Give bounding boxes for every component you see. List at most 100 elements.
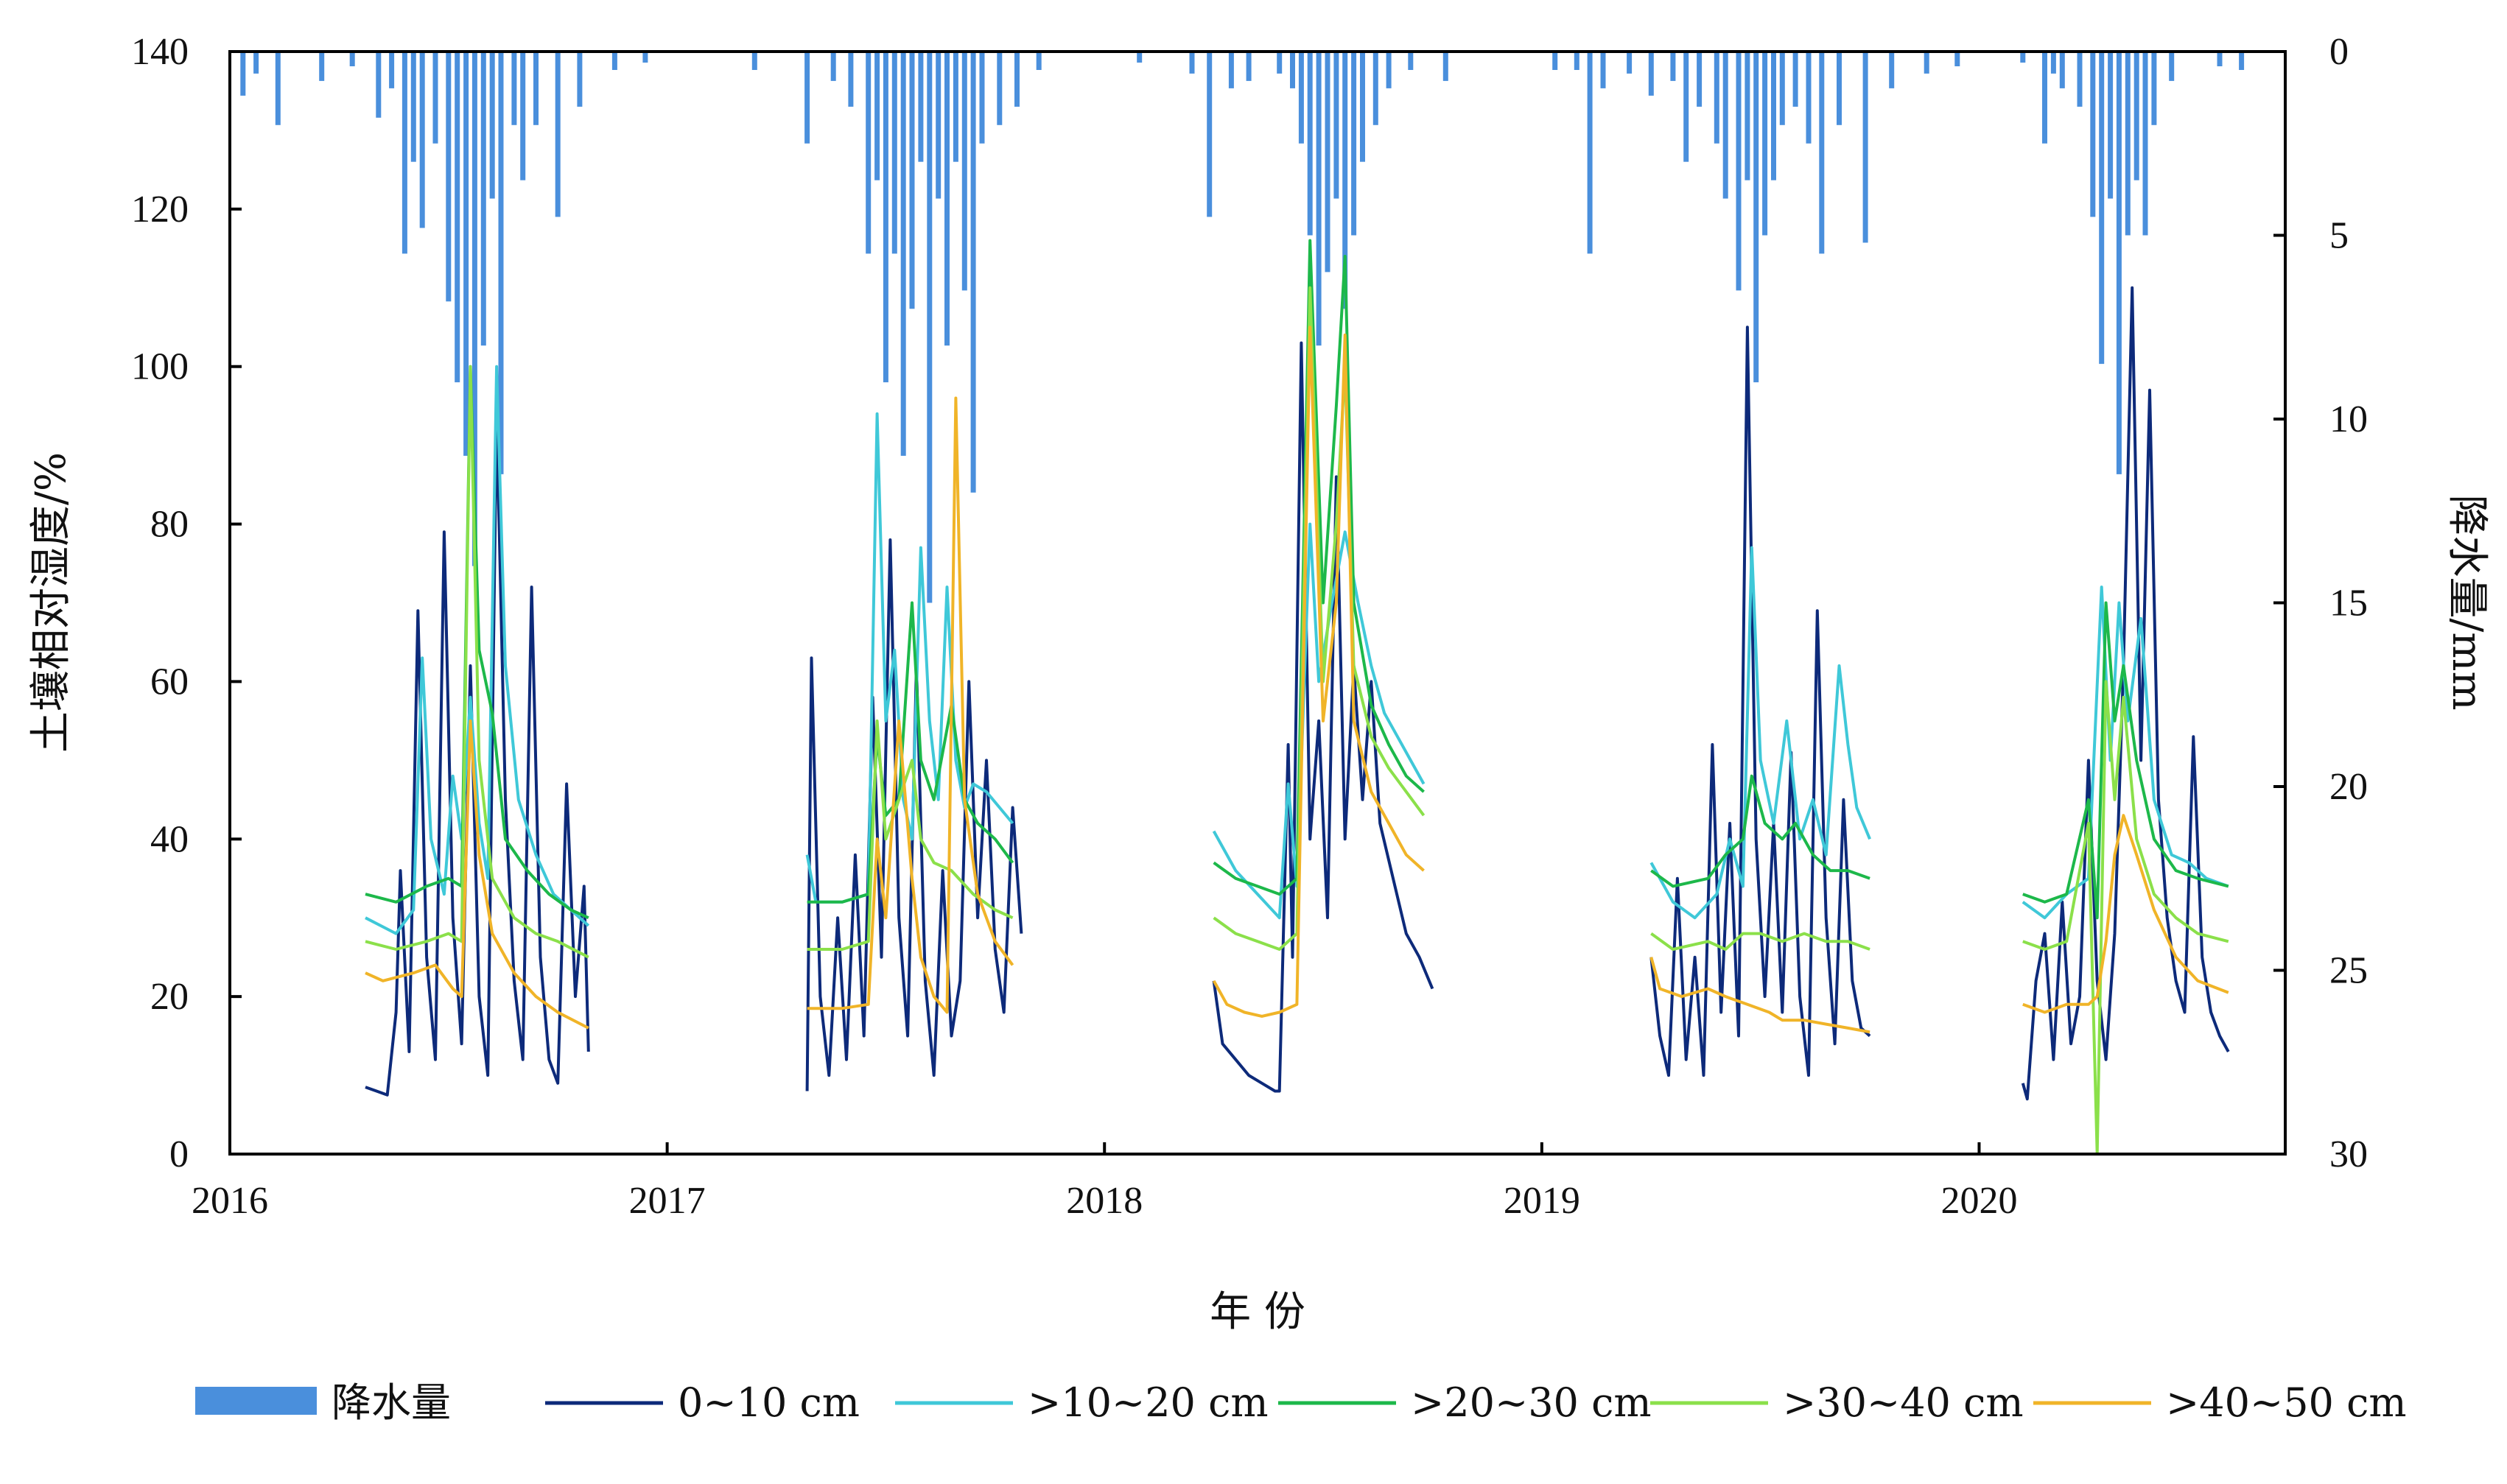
precip-bar: [1862, 52, 1868, 243]
precip-bar: [997, 52, 1003, 125]
precip-bar: [1325, 52, 1330, 272]
series-line-s30_40: [1650, 932, 1870, 951]
legend-label-s40_50: >40~50 cm: [2166, 1379, 2407, 1426]
y-right-tick-label: 10: [2329, 398, 2368, 440]
legend-label-s30_40: >30~40 cm: [1783, 1379, 2024, 1426]
precip-bar: [1792, 52, 1798, 107]
precip-bar: [555, 52, 561, 217]
precip-bar: [1342, 52, 1348, 309]
precip-bar: [1670, 52, 1676, 81]
legend-label-s20_30: >20~30 cm: [1411, 1379, 1652, 1426]
precip-bar: [240, 52, 246, 96]
precip-bar: [1246, 52, 1252, 81]
precip-bar: [1697, 52, 1703, 107]
precip-bar: [891, 52, 897, 254]
series-line-s0_10: [1649, 326, 1871, 1077]
precip-bar: [1442, 52, 1448, 81]
precip-bar: [1779, 52, 1785, 125]
precip-bar: [471, 52, 477, 566]
precip-bar: [2050, 52, 2056, 74]
precipitation-bars: [240, 52, 2245, 603]
precip-bar: [944, 52, 950, 346]
precip-bar: [480, 52, 486, 346]
precip-bar: [2108, 52, 2114, 199]
precip-bar: [1648, 52, 1654, 96]
legend-label-s10_20: >10~20 cm: [1028, 1379, 1269, 1426]
precip-bar: [1014, 52, 1020, 107]
precip-bar: [953, 52, 958, 162]
precip-bar: [1307, 52, 1313, 236]
y-axis-left-title: 土壤相对湿度/%: [27, 452, 75, 753]
precip-bar: [2042, 52, 2047, 144]
series-line-s40_50: [1649, 957, 1870, 1034]
precip-bar: [2217, 52, 2223, 66]
precip-bar: [2239, 52, 2245, 70]
precip-bar: [446, 52, 452, 302]
precip-bar: [1360, 52, 1365, 162]
precip-bar: [1351, 52, 1357, 236]
precip-bar: [455, 52, 460, 383]
precip-bar: [2169, 52, 2175, 81]
x-tick-label: 2016: [192, 1180, 268, 1222]
precip-bar: [2020, 52, 2026, 63]
series-line-s20_30: [365, 365, 589, 920]
precip-bar: [432, 52, 438, 144]
precip-bar: [2090, 52, 2096, 217]
precip-bar: [533, 52, 539, 125]
series-line-s10_20: [1649, 546, 1871, 920]
precip-bar: [2099, 52, 2105, 365]
series-line-s20_30: [2022, 601, 2229, 920]
y-right-tick-label: 15: [2329, 583, 2368, 625]
precip-bar: [1837, 52, 1842, 125]
precip-bar: [1753, 52, 1759, 383]
precip-bar: [1333, 52, 1339, 199]
precip-bar: [402, 52, 407, 254]
y-left-tick-label: 120: [131, 189, 189, 231]
y-right-tick-label: 0: [2329, 31, 2349, 73]
precip-bar: [319, 52, 325, 81]
precip-bar: [1924, 52, 1929, 74]
legend-swatch-precip: [195, 1387, 317, 1415]
y-left-tick-label: 60: [150, 661, 189, 703]
precip-bar: [927, 52, 933, 603]
precip-bar: [1372, 52, 1378, 125]
y-left-tick-label: 20: [150, 976, 189, 1018]
y-left-tick-label: 100: [131, 346, 189, 388]
y-left-tick-label: 80: [150, 504, 189, 546]
precip-bar: [611, 52, 617, 70]
precip-bar: [1207, 52, 1213, 217]
series-line-s40_50: [365, 719, 589, 1030]
precip-bar: [520, 52, 526, 180]
series-line-s30_40: [2022, 680, 2229, 1156]
x-tick-label: 2019: [1504, 1180, 1580, 1222]
precip-bar: [389, 52, 395, 88]
precip-bar: [498, 52, 504, 474]
precip-bar: [1714, 52, 1719, 144]
series-line-s10_20: [2022, 585, 2229, 920]
precip-bar: [349, 52, 355, 66]
precip-bar: [376, 52, 382, 118]
series-line-s30_40: [1213, 286, 1426, 951]
y-right-tick-label: 25: [2329, 950, 2368, 992]
precip-bar: [830, 52, 836, 81]
precip-bar: [1386, 52, 1392, 88]
x-tick-label: 2018: [1066, 1180, 1143, 1222]
precip-bar: [1745, 52, 1750, 180]
precip-bar: [1036, 52, 1042, 70]
precip-bar: [577, 52, 583, 107]
precip-bar: [253, 52, 259, 74]
y-right-tick-label: 30: [2329, 1133, 2368, 1175]
axes: 2016 2017 2018 2019 2020 0 20 40 60 80 100 120 140 0 5…: [131, 31, 2368, 1222]
precip-bar: [1819, 52, 1825, 254]
precip-bar: [2059, 52, 2065, 88]
series-line-s30_40: [807, 719, 1014, 951]
y-right-tick-label: 20: [2329, 766, 2368, 808]
precip-bar: [642, 52, 648, 63]
plot-frame: [228, 50, 2287, 1156]
precip-bar: [866, 52, 872, 254]
series-line-s0_10: [805, 538, 1023, 1091]
precip-bar: [1806, 52, 1812, 144]
legend-label-precip: 降水量: [332, 1379, 451, 1426]
precip-bar: [1771, 52, 1776, 180]
precip-bar: [1316, 52, 1322, 346]
